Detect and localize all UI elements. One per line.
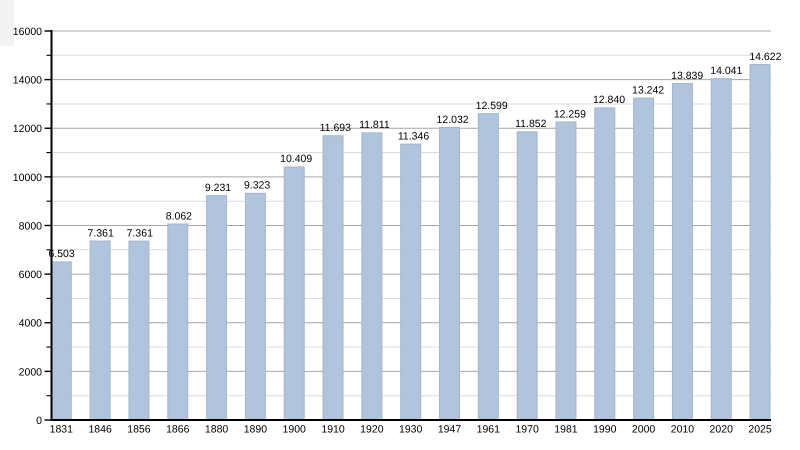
- svg-text:10.409: 10.409: [280, 153, 312, 165]
- svg-text:12.840: 12.840: [593, 94, 625, 106]
- svg-text:14.041: 14.041: [710, 65, 742, 77]
- svg-text:16000: 16000: [13, 26, 42, 38]
- svg-text:1990: 1990: [593, 424, 617, 436]
- svg-text:11.852: 11.852: [515, 118, 546, 130]
- svg-text:6.503: 6.503: [48, 248, 74, 260]
- svg-text:10000: 10000: [13, 172, 42, 184]
- svg-text:0: 0: [36, 415, 42, 427]
- svg-text:11.346: 11.346: [398, 130, 429, 142]
- svg-text:12000: 12000: [13, 123, 42, 135]
- svg-text:2000: 2000: [632, 424, 656, 436]
- svg-text:1981: 1981: [554, 424, 578, 436]
- svg-text:2000: 2000: [19, 366, 43, 378]
- svg-text:9.323: 9.323: [244, 180, 270, 192]
- svg-text:1831: 1831: [50, 424, 74, 436]
- svg-text:8.062: 8.062: [166, 210, 192, 222]
- svg-text:7.361: 7.361: [127, 227, 153, 239]
- svg-text:12.259: 12.259: [554, 108, 586, 120]
- svg-text:1910: 1910: [321, 424, 345, 436]
- svg-text:6000: 6000: [19, 269, 43, 281]
- svg-text:1961: 1961: [477, 424, 501, 436]
- svg-text:1947: 1947: [438, 424, 462, 436]
- svg-text:1880: 1880: [205, 424, 229, 436]
- svg-text:1970: 1970: [515, 424, 539, 436]
- svg-text:12.599: 12.599: [476, 100, 508, 112]
- svg-text:2010: 2010: [671, 424, 695, 436]
- svg-text:7.361: 7.361: [88, 227, 114, 239]
- svg-text:14000: 14000: [13, 75, 42, 87]
- svg-text:1900: 1900: [283, 424, 307, 436]
- svg-text:1866: 1866: [166, 424, 190, 436]
- svg-text:11.693: 11.693: [320, 122, 351, 134]
- svg-text:2020: 2020: [710, 424, 734, 436]
- svg-text:4000: 4000: [19, 318, 43, 330]
- svg-text:13.839: 13.839: [671, 70, 703, 82]
- svg-text:1930: 1930: [399, 424, 423, 436]
- svg-text:1890: 1890: [244, 424, 268, 436]
- svg-text:9.231: 9.231: [205, 182, 231, 194]
- svg-text:2025: 2025: [748, 424, 772, 436]
- svg-text:1846: 1846: [88, 424, 112, 436]
- svg-text:1920: 1920: [360, 424, 384, 436]
- svg-text:8000: 8000: [19, 220, 43, 232]
- svg-text:11.811: 11.811: [359, 119, 390, 131]
- svg-text:13.242: 13.242: [632, 84, 664, 96]
- svg-text:14.622: 14.622: [749, 51, 781, 63]
- svg-text:1856: 1856: [127, 424, 151, 436]
- svg-text:12.032: 12.032: [437, 114, 469, 126]
